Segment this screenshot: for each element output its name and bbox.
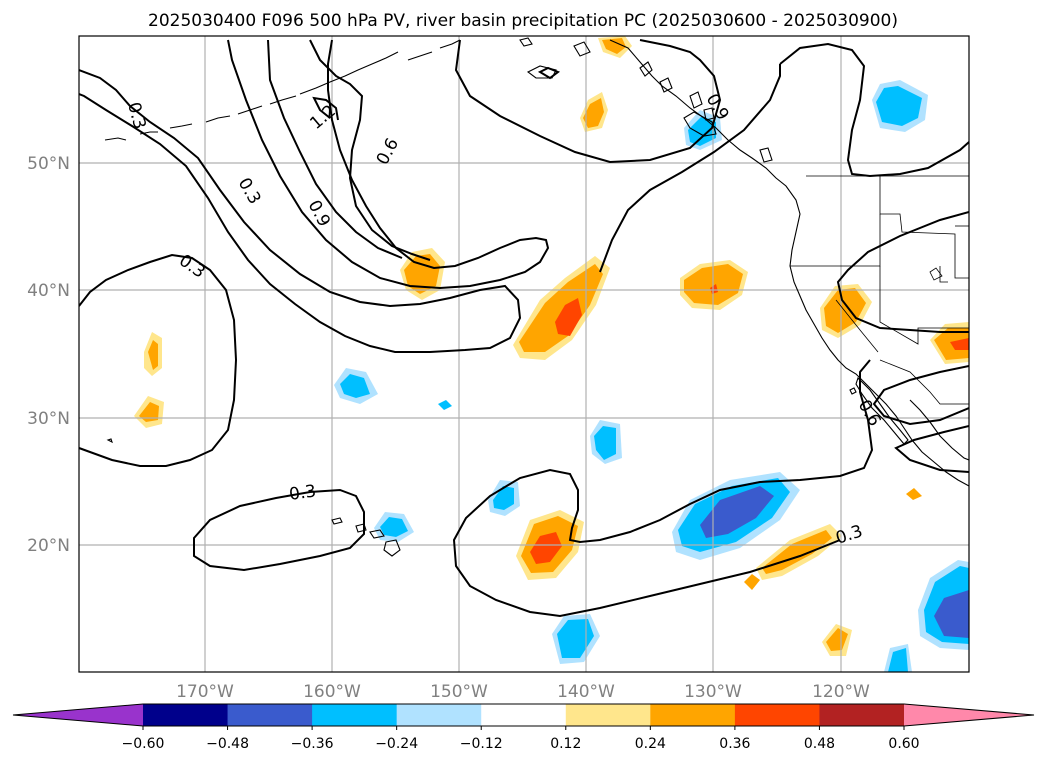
precip-shading	[134, 36, 969, 672]
colorbar-tick-label: −0.36	[291, 736, 334, 752]
colorbar-tick-label: 0.60	[888, 736, 919, 752]
colorbar-bins	[143, 704, 905, 726]
positive-anomaly-patch	[148, 340, 158, 370]
colorbar-bin	[481, 704, 567, 726]
negative-anomaly-patch	[340, 374, 370, 398]
colorbar-over-arrow	[904, 704, 1034, 726]
map-frame	[78, 35, 970, 673]
colorbar-tick-label: 0.24	[635, 736, 666, 752]
colorbar: −0.60 −0.48 −0.36 −0.24 −0.12 0.12 0.24 0.36 0.4…	[12, 703, 1035, 752]
figure-title: 2025030400 F096 500 hPa PV, river basin …	[148, 11, 898, 31]
colorbar-bin	[819, 704, 905, 726]
pv-contour-line	[79, 69, 522, 353]
colorbar-tick-label: 0.48	[804, 736, 835, 752]
colorbar-tick-label: −0.24	[375, 736, 418, 752]
negative-anomaly-patch	[888, 648, 908, 672]
positive-anomaly-patch	[602, 38, 626, 54]
colorbar-tick-label: −0.12	[460, 736, 503, 752]
pv-contour-line	[193, 488, 365, 572]
pv-contour-line	[894, 425, 969, 473]
positive-anomaly-patch	[824, 288, 866, 333]
lon-label: 160°W	[303, 682, 361, 702]
colorbar-bin	[565, 704, 651, 726]
positive-anomaly-patch	[950, 338, 969, 350]
negative-anomaly-patch	[594, 426, 616, 460]
lat-label: 20°N	[27, 536, 70, 556]
political-borders	[790, 175, 969, 405]
colorbar-bin	[312, 704, 398, 726]
negative-anomaly-patch	[493, 486, 514, 510]
pv-contour-line	[836, 211, 969, 333]
negative-anomaly-patch	[438, 400, 452, 410]
negative-anomaly-patch	[700, 486, 774, 538]
pv-contour-line	[454, 39, 722, 164]
lat-label: 30°N	[27, 409, 70, 429]
colorbar-bin	[143, 704, 229, 726]
pv-contour-line	[312, 96, 339, 121]
positive-anomaly-patch	[906, 488, 922, 500]
positive-anomaly-patch	[744, 574, 760, 590]
colorbar-tick-label: −0.48	[206, 736, 249, 752]
lon-label: 130°W	[684, 682, 742, 702]
lat-label: 50°N	[27, 154, 70, 174]
pv-contour-line	[452, 359, 874, 618]
positive-anomaly-patch	[555, 298, 582, 336]
colorbar-tick-label: 0.36	[719, 736, 750, 752]
positive-anomaly-patch	[530, 532, 562, 564]
contour-label: 0.3	[288, 481, 318, 505]
negative-anomaly-patch	[876, 86, 922, 126]
positive-anomaly-patch	[710, 284, 718, 294]
lat-labels: 50°N 40°N 30°N 20°N	[27, 154, 70, 556]
lat-label: 40°N	[27, 281, 70, 301]
colorbar-ticks: −0.60 −0.48 −0.36 −0.24 −0.12 0.12 0.24 0.36 0.4…	[122, 726, 920, 752]
positive-anomaly-patch	[404, 254, 440, 294]
pv-contour-line	[79, 253, 238, 467]
lon-labels: 170°W 160°W 150°W 140°W 130°W 120°W	[176, 682, 870, 702]
pv-contour-line	[537, 66, 561, 80]
gridlines	[79, 36, 969, 672]
colorbar-under-arrow	[13, 704, 143, 726]
colorbar-tick-label: −0.60	[122, 736, 165, 752]
pv-contour-line	[309, 39, 431, 261]
colorbar-bin	[227, 704, 313, 726]
positive-anomaly-patch	[826, 628, 848, 651]
colorbar-bin	[650, 704, 736, 726]
colorbar-tick-label: 0.12	[550, 736, 581, 752]
pv-contour-line	[227, 39, 550, 290]
pv-contour-line	[267, 39, 403, 259]
pv-contour-line	[872, 365, 969, 426]
lon-label: 170°W	[176, 682, 234, 702]
colorbar-bin	[396, 704, 482, 726]
lon-label: 120°W	[812, 682, 870, 702]
pv-contour-line	[599, 64, 781, 273]
colorbar-bin	[734, 704, 820, 726]
map-panel: 0.3 0.3 0.3 0.9 1.2 0.6 0.3 0.3 0.6 0.9	[78, 35, 970, 673]
negative-anomaly-patch	[934, 590, 969, 638]
lon-label: 140°W	[557, 682, 615, 702]
lon-label: 150°W	[430, 682, 488, 702]
negative-anomaly-patch	[688, 116, 716, 146]
pv-contour-line	[779, 42, 969, 178]
pv-contours	[79, 39, 969, 618]
negative-anomaly-patch	[380, 517, 408, 537]
negative-anomaly-patch	[557, 619, 594, 658]
positive-anomaly-patch	[139, 402, 159, 422]
positive-anomaly-patch	[519, 264, 603, 352]
positive-anomaly-patch	[583, 98, 604, 128]
